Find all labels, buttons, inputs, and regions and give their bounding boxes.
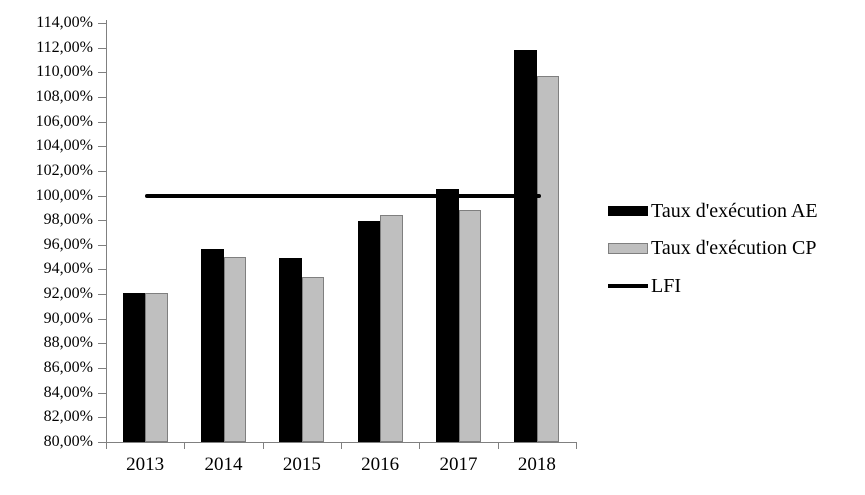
bar-ae-2013 bbox=[122, 292, 146, 442]
legend-swatch-ae-bar-icon bbox=[608, 206, 648, 216]
y-axis-tick bbox=[98, 170, 106, 172]
bar-ae-2015 bbox=[279, 258, 302, 442]
y-axis-tick bbox=[98, 244, 106, 246]
legend-item-taux-execution-cp: Taux d'exécution CP bbox=[608, 238, 817, 258]
bar-cp-2013 bbox=[145, 292, 168, 442]
x-axis-line bbox=[106, 442, 577, 443]
y-axis-tick-label: 80,00% bbox=[43, 433, 93, 450]
bar-cp-2017 bbox=[458, 210, 481, 442]
y-axis-tick bbox=[98, 392, 106, 394]
y-axis-tick-label: 110,00% bbox=[36, 63, 93, 81]
lfi-reference-line bbox=[145, 193, 541, 198]
y-axis-tick bbox=[98, 146, 106, 148]
legend-label-cp: Taux d'exécution CP bbox=[651, 237, 817, 259]
bar-cp-2015 bbox=[301, 276, 325, 442]
legend-item-lfi: LFI bbox=[608, 276, 681, 296]
bar-ae-2017 bbox=[436, 189, 459, 442]
y-axis-tick bbox=[98, 47, 106, 49]
bar-ae-2016 bbox=[357, 221, 381, 442]
y-axis-tick-label: 86,00% bbox=[43, 359, 93, 377]
y-axis-tick bbox=[98, 318, 106, 320]
x-axis-category-label: 2017 bbox=[439, 454, 478, 475]
y-axis-tick bbox=[98, 442, 106, 443]
x-axis-category-label: 2013 bbox=[126, 454, 165, 475]
y-axis-tick bbox=[98, 269, 106, 271]
y-axis-tick-label: 98,00% bbox=[43, 211, 93, 229]
x-axis-tick bbox=[497, 443, 499, 449]
bar-cp-2016 bbox=[380, 215, 403, 442]
y-axis-tick-label: 82,00% bbox=[43, 408, 93, 426]
legend-item-taux-execution-ae: Taux d'exécution AE bbox=[608, 201, 818, 221]
y-axis-tick bbox=[98, 121, 106, 123]
legend-swatch-lfi-line-icon bbox=[608, 284, 648, 288]
bar-ae-2018 bbox=[514, 50, 537, 442]
y-axis-tick bbox=[98, 96, 106, 98]
y-axis-tick-label: 100,00% bbox=[35, 186, 93, 204]
y-axis-tick bbox=[98, 195, 106, 197]
x-axis-category-label: 2018 bbox=[517, 454, 556, 475]
y-axis-tick-label: 88,00% bbox=[43, 334, 93, 352]
y-axis-tick bbox=[98, 417, 106, 419]
y-axis-tick bbox=[98, 368, 106, 370]
y-axis-tick bbox=[98, 220, 106, 222]
y-axis-tick-label: 108,00% bbox=[35, 87, 93, 105]
x-axis-tick bbox=[262, 443, 264, 449]
y-axis-tick-label: 94,00% bbox=[43, 260, 93, 278]
x-axis-tick bbox=[106, 443, 107, 449]
x-axis-category-label: 2016 bbox=[361, 454, 400, 475]
y-axis-tick-label: 96,00% bbox=[43, 235, 93, 253]
legend-label-ae: Taux d'exécution AE bbox=[651, 200, 818, 222]
y-axis-tick-label: 90,00% bbox=[43, 309, 93, 327]
x-axis-tick bbox=[419, 443, 421, 449]
y-axis-tick-label: 84,00% bbox=[43, 383, 93, 401]
x-axis-category-label: 2014 bbox=[204, 454, 243, 475]
legend-label-lfi: LFI bbox=[651, 275, 681, 297]
y-axis-tick-label: 112,00% bbox=[36, 38, 93, 56]
y-axis-tick-label: 102,00% bbox=[35, 161, 93, 179]
x-axis-tick bbox=[576, 443, 577, 449]
legend-swatch-cp-bar-icon bbox=[608, 242, 648, 254]
y-axis-tick bbox=[98, 23, 106, 24]
y-axis-tick-label: 104,00% bbox=[35, 137, 93, 155]
y-axis-tick-label: 92,00% bbox=[43, 285, 93, 303]
x-axis-tick bbox=[341, 443, 342, 449]
y-axis-tick bbox=[98, 72, 106, 74]
y-axis-tick bbox=[98, 294, 106, 296]
bar-ae-2014 bbox=[201, 248, 224, 442]
y-axis-tick-label: 106,00% bbox=[35, 112, 93, 130]
y-axis-tick bbox=[98, 343, 106, 345]
x-axis-category-label: 2015 bbox=[282, 454, 321, 475]
bar-cp-2018 bbox=[536, 75, 560, 442]
y-axis-line bbox=[106, 20, 107, 443]
x-axis-tick bbox=[184, 443, 186, 449]
y-axis-tick-label: 114,00% bbox=[36, 14, 93, 31]
bar-cp-2014 bbox=[223, 257, 246, 442]
